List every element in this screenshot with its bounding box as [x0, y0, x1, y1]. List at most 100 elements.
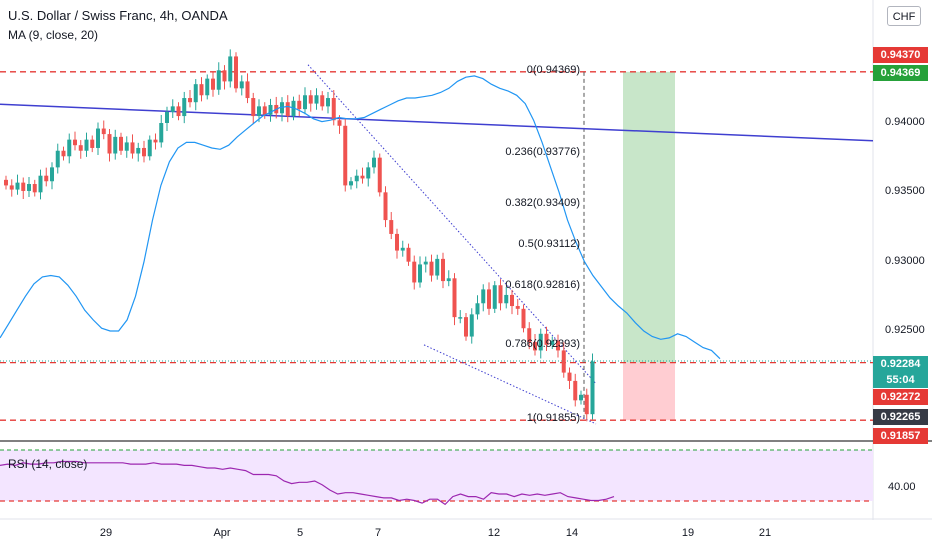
candle-body — [326, 98, 330, 107]
candle-body — [406, 247, 411, 262]
candle-body — [320, 95, 325, 107]
candle-body — [27, 184, 31, 191]
candle-body — [349, 181, 353, 186]
candle-body — [544, 333, 549, 345]
candle-body — [262, 106, 267, 115]
time-axis-label: Apr — [213, 527, 231, 539]
candle-body — [55, 150, 60, 168]
time-axis-label: 21 — [758, 527, 772, 539]
candle-body — [492, 285, 497, 309]
candle-body — [504, 294, 509, 304]
candle-body — [21, 182, 26, 191]
price-tag: 55:04 — [873, 372, 928, 388]
candle-body — [176, 106, 181, 117]
candle-body — [38, 175, 43, 193]
candle-body — [354, 175, 359, 182]
candle-body — [487, 289, 491, 309]
candle-body — [67, 139, 72, 157]
wedge-upper-line — [307, 64, 597, 385]
fib-level-label: 1(0.91855) — [526, 412, 580, 425]
candle-body — [481, 289, 486, 304]
time-axis-label: 29 — [99, 527, 113, 539]
candle-body — [343, 125, 348, 186]
candle-body — [153, 139, 158, 143]
candle-body — [475, 303, 480, 315]
candle-body — [579, 394, 583, 401]
candle-body — [308, 95, 313, 104]
candle-body — [251, 98, 256, 117]
candle-body — [130, 142, 135, 154]
candle-body — [73, 139, 77, 146]
candle-body — [234, 56, 238, 89]
candle-body — [113, 136, 118, 154]
candle-body — [458, 317, 463, 319]
wedge-lower-line — [423, 344, 597, 425]
candle-body — [412, 261, 417, 283]
ma-indicator-label[interactable]: MA (9, close, 20) — [8, 28, 99, 42]
candle-body — [400, 247, 405, 251]
candle-body — [584, 394, 589, 415]
candle-body — [50, 167, 54, 182]
price-axis-tick: 0.93000 — [885, 254, 925, 267]
candle-body — [170, 106, 175, 112]
candle-body — [44, 175, 49, 182]
candle-body — [515, 306, 520, 309]
candle-body — [165, 111, 169, 123]
candle-body — [142, 147, 146, 157]
candle-body — [90, 139, 95, 148]
fib-level-label: 0.786(0.92393) — [505, 337, 580, 350]
price-tag: 0.91857 — [873, 428, 928, 444]
candle-body — [429, 261, 434, 276]
candle-body — [78, 145, 83, 151]
time-axis-label: 5 — [296, 527, 304, 539]
time-axis-label: 19 — [681, 527, 695, 539]
time-axis-label: 12 — [487, 527, 501, 539]
candle-body — [360, 175, 365, 179]
trendline — [0, 103, 874, 142]
rsi-indicator-label[interactable]: RSI (14, close) — [8, 457, 88, 471]
candle-body — [211, 78, 215, 90]
rsi-axis-tick: 40.00 — [888, 481, 916, 493]
candle-body — [538, 333, 543, 351]
candle-body — [297, 100, 302, 110]
candle-body — [423, 261, 428, 265]
ma-line — [0, 75, 721, 360]
candle-body — [498, 285, 503, 304]
candle-body — [377, 157, 382, 193]
candle-body — [159, 123, 164, 143]
rsi-band — [0, 450, 873, 501]
candle-body — [452, 278, 457, 318]
candle-body — [61, 150, 66, 157]
currency-button[interactable]: CHF — [887, 6, 921, 26]
candle-body — [561, 350, 566, 373]
candle-body — [550, 340, 555, 345]
candle-body — [590, 361, 595, 415]
fib-level-label: 0.382(0.93409) — [505, 196, 580, 209]
candle-body — [303, 95, 307, 110]
price-axis-tick: 0.93500 — [885, 185, 925, 198]
candle-body — [446, 278, 451, 282]
fib-level-label: 0.236(0.93776) — [505, 146, 580, 159]
candle-body — [469, 314, 474, 337]
candle-body — [136, 147, 141, 154]
stop-zone — [623, 362, 675, 421]
candle-body — [337, 120, 342, 126]
candle-body — [366, 167, 371, 179]
candle-body — [15, 182, 20, 190]
fib-level-label: 0.618(0.92816) — [505, 279, 580, 292]
candle-body — [124, 142, 129, 151]
candle-body — [441, 258, 445, 282]
candle-body — [510, 294, 514, 307]
candle-body — [101, 128, 106, 135]
candle-body — [533, 342, 537, 351]
candle-body — [464, 317, 468, 337]
candle-body — [239, 81, 244, 89]
candle-body — [4, 179, 8, 186]
candle-body — [527, 328, 532, 343]
candle-body — [216, 70, 221, 90]
time-axis-label: 7 — [374, 527, 382, 539]
candle-body — [147, 139, 152, 157]
candle-body — [556, 340, 560, 351]
